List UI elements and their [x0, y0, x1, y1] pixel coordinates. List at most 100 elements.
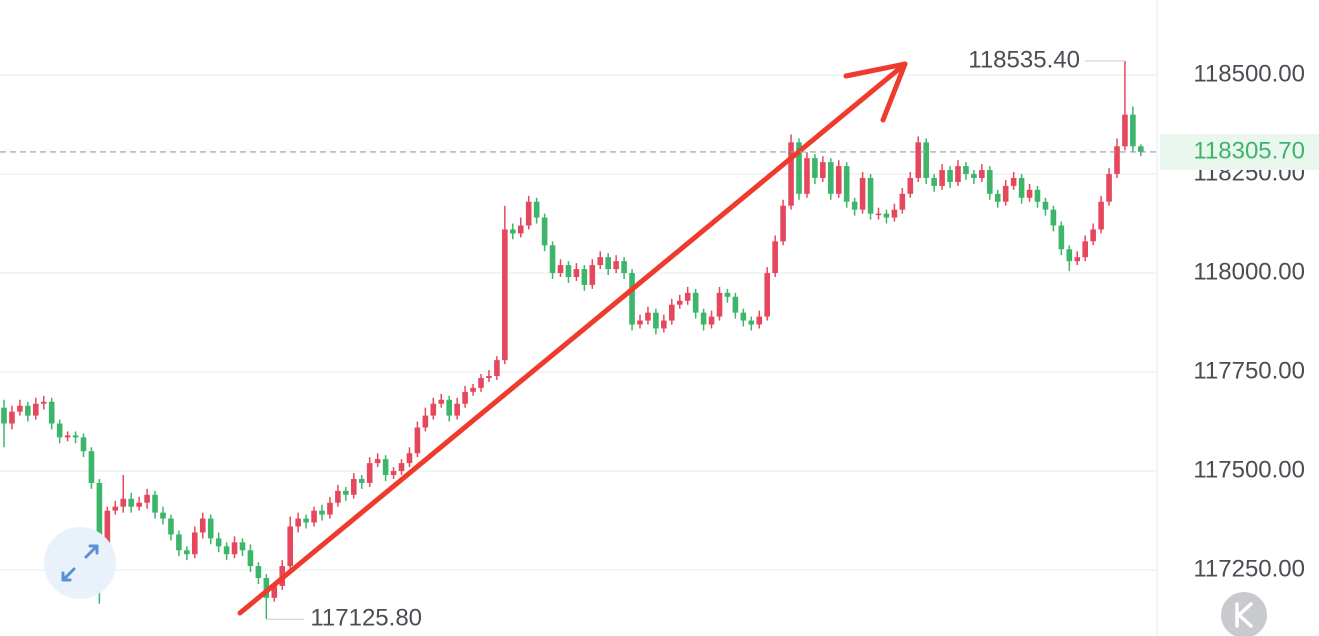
candle-body [692, 292, 699, 313]
candle-body [72, 435, 79, 438]
trend-arrow [237, 61, 908, 616]
arrow-shaft [237, 61, 908, 616]
candle-body [414, 427, 421, 454]
candle-body [541, 217, 548, 246]
candle-body [676, 300, 683, 305]
candle-body [1114, 146, 1120, 175]
candle-body [772, 241, 778, 274]
candle-body [502, 229, 508, 361]
candle-body [120, 498, 127, 507]
candle-body [1042, 201, 1049, 210]
candle-body [343, 490, 349, 495]
candle-body [1138, 146, 1144, 152]
candle-body [112, 506, 119, 511]
candle-body [716, 292, 723, 317]
candle-body [740, 312, 747, 321]
candle-body [1, 407, 7, 424]
candle-body [684, 292, 691, 301]
candle-body [358, 478, 365, 483]
candle-body [653, 312, 659, 329]
candle-body [589, 265, 596, 285]
candle-body [390, 471, 397, 476]
candle-body [287, 526, 293, 567]
candle-body [994, 193, 1001, 202]
candle-body [812, 158, 818, 178]
k-button[interactable] [1221, 592, 1267, 636]
candle-body [486, 376, 492, 378]
candle-body [152, 494, 158, 513]
candle-body [168, 518, 174, 535]
candle-body [25, 405, 31, 416]
candle-body [422, 415, 429, 428]
k-icon[interactable] [1235, 602, 1253, 628]
candle-body [915, 142, 922, 178]
candle-body [128, 498, 134, 507]
candle-body [565, 265, 572, 277]
candle-body [319, 510, 325, 515]
candle-body [1050, 209, 1057, 226]
candle-body [327, 502, 333, 515]
k-button-bg[interactable] [1221, 592, 1267, 636]
candle-body [764, 273, 770, 317]
candle-body [788, 142, 794, 206]
y-tick-label: 117750.00 [1193, 357, 1305, 384]
candle-body [979, 170, 985, 178]
candle-body [748, 320, 755, 325]
candle-body [478, 377, 484, 388]
candle-body [144, 494, 150, 503]
candle-body [1018, 177, 1025, 198]
y-tick-label: 118000.00 [1193, 258, 1305, 285]
candle-body [939, 170, 945, 186]
candle-body [955, 166, 961, 182]
candle-body [883, 213, 890, 218]
candle-body [891, 209, 898, 218]
candle-body [351, 478, 357, 495]
candle-body [176, 534, 182, 551]
expand-icon[interactable] [61, 544, 99, 582]
candle-body [1090, 229, 1096, 242]
candle-body [597, 257, 604, 266]
candle-body [374, 459, 381, 464]
candle-body [398, 463, 405, 472]
y-tick-label: 117500.00 [1193, 456, 1305, 483]
candle-body [1130, 114, 1136, 147]
candle-body [136, 502, 142, 507]
candle-body [621, 261, 627, 274]
candle-body [160, 512, 166, 519]
candle-body [215, 538, 222, 547]
candle-body [1010, 177, 1017, 186]
candle-body [80, 437, 87, 452]
overlay: 118535.40 117125.80 118305.70 [0, 46, 1319, 632]
candle-body [406, 453, 413, 464]
candle-body [1106, 174, 1112, 202]
candle-body [1122, 114, 1128, 147]
candle-body [438, 399, 445, 404]
expand-button[interactable] [44, 527, 116, 599]
candle-body [637, 320, 643, 325]
candles [1, 60, 1144, 620]
candle-body [923, 142, 929, 178]
candle-body [454, 403, 460, 416]
candle-body [192, 532, 198, 555]
candle-body [732, 296, 739, 313]
candle-body [629, 273, 635, 325]
candle-body [184, 550, 190, 555]
expand-button-bg[interactable] [44, 527, 116, 599]
candle-body [255, 566, 262, 578]
candle-body [947, 170, 953, 182]
candle-body [88, 451, 95, 483]
candle-body [1066, 249, 1073, 262]
arrow-head [843, 61, 908, 123]
candle-body [700, 312, 707, 325]
candle-body [605, 257, 611, 270]
candle-body [470, 387, 476, 392]
candle-body [828, 162, 834, 194]
candle-body [1034, 189, 1041, 202]
candle-body [462, 391, 468, 404]
candle-body [987, 170, 993, 194]
candle-body [1098, 201, 1104, 230]
candle-body [549, 245, 556, 274]
candle-body [573, 269, 580, 277]
candle-body [104, 510, 111, 543]
